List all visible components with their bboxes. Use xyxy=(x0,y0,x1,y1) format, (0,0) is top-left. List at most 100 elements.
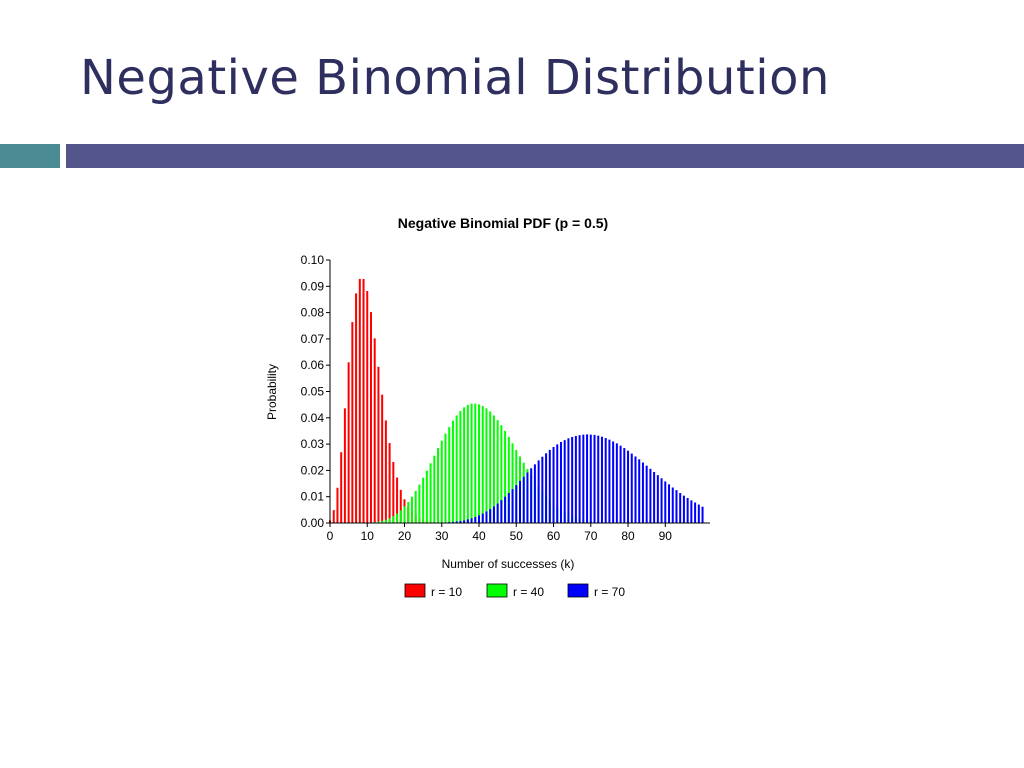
bar xyxy=(641,462,644,523)
bar xyxy=(522,476,525,523)
x-tick-label: 30 xyxy=(435,529,449,543)
bar xyxy=(418,484,421,523)
bar xyxy=(552,446,555,523)
bar xyxy=(679,493,682,523)
bar xyxy=(619,445,622,523)
title-accent-bar-right xyxy=(66,144,1024,168)
bar xyxy=(351,322,354,523)
bar xyxy=(578,435,581,523)
x-axis-label: Number of successes (k) xyxy=(442,557,575,571)
bar xyxy=(563,440,566,523)
bar xyxy=(388,443,391,523)
bar xyxy=(593,434,596,523)
bar xyxy=(396,513,399,523)
bar xyxy=(571,437,574,523)
legend-swatch xyxy=(404,583,426,598)
bar xyxy=(474,516,477,523)
bar xyxy=(507,437,510,523)
bar xyxy=(422,477,425,523)
bar xyxy=(485,511,488,523)
bar xyxy=(444,433,447,523)
bar xyxy=(526,472,529,523)
bar xyxy=(492,506,495,523)
bar xyxy=(690,500,693,523)
bar xyxy=(384,519,387,523)
legend-label: r = 10 xyxy=(431,585,462,599)
bar xyxy=(608,439,611,523)
bar xyxy=(343,408,346,523)
bar xyxy=(470,403,473,523)
bar xyxy=(511,443,514,523)
bar xyxy=(455,521,458,523)
bar xyxy=(623,448,626,523)
bar xyxy=(355,293,358,523)
bar xyxy=(388,518,391,523)
bar xyxy=(332,510,335,523)
x-tick-label: 0 xyxy=(327,529,334,543)
y-tick-label: 0.08 xyxy=(301,306,325,320)
bar xyxy=(463,407,466,523)
bar xyxy=(340,452,343,523)
slide-title: Negative Binomial Distribution xyxy=(80,50,830,106)
bar xyxy=(369,312,372,523)
chart-legend: r = 10 r = 40 r = 70 xyxy=(404,583,625,599)
bar xyxy=(470,518,473,523)
x-tick-label: 50 xyxy=(510,529,524,543)
bar xyxy=(541,456,544,523)
bar xyxy=(433,455,436,523)
bar xyxy=(500,500,503,523)
bar xyxy=(567,438,570,523)
bar xyxy=(478,404,481,523)
bar xyxy=(481,513,484,523)
bar xyxy=(559,442,562,523)
bar xyxy=(448,427,451,523)
negative-binomial-chart: Negative Binomial PDF (p = 0.5) 0.00 0.01… xyxy=(265,215,710,599)
bar xyxy=(675,490,678,524)
title-accent-bar-left xyxy=(0,144,60,168)
bar xyxy=(347,362,350,523)
x-tick-label: 40 xyxy=(472,529,486,543)
bar xyxy=(530,468,533,523)
y-tick-label: 0.07 xyxy=(301,332,325,346)
plot-bars xyxy=(329,278,704,524)
bar xyxy=(656,475,659,523)
bar xyxy=(496,420,499,523)
y-tick-label: 0.06 xyxy=(301,358,325,372)
bar xyxy=(645,465,648,523)
y-tick-label: 0.02 xyxy=(301,463,325,477)
bar xyxy=(474,403,477,523)
bar xyxy=(548,449,551,523)
bar xyxy=(336,487,339,523)
bar xyxy=(478,515,481,523)
y-tick-label: 0.05 xyxy=(301,385,325,399)
bar xyxy=(381,520,384,523)
bar xyxy=(466,519,469,523)
bar xyxy=(403,506,406,523)
bar xyxy=(496,503,499,523)
bar xyxy=(504,496,507,523)
bar xyxy=(463,520,466,523)
bar xyxy=(399,510,402,523)
bar xyxy=(504,430,507,523)
bar xyxy=(697,504,700,523)
bar xyxy=(556,444,559,523)
x-tick-label: 60 xyxy=(547,529,561,543)
bar xyxy=(634,456,637,523)
bar xyxy=(511,489,514,523)
bar xyxy=(407,501,410,523)
y-tick-label: 0.04 xyxy=(301,411,325,425)
bar xyxy=(533,464,536,523)
bar xyxy=(466,404,469,523)
bar xyxy=(377,366,380,523)
x-axis-ticks: 0 10 20 30 40 50 60 70 80 90 xyxy=(327,523,673,543)
bar xyxy=(519,480,521,523)
bar xyxy=(686,498,689,523)
x-tick-label: 20 xyxy=(398,529,412,543)
x-tick-label: 90 xyxy=(659,529,673,543)
bar xyxy=(481,405,484,523)
bar xyxy=(396,477,399,523)
bar xyxy=(664,481,667,523)
bar xyxy=(627,450,630,523)
bar xyxy=(358,278,361,523)
legend-swatch xyxy=(486,583,508,598)
